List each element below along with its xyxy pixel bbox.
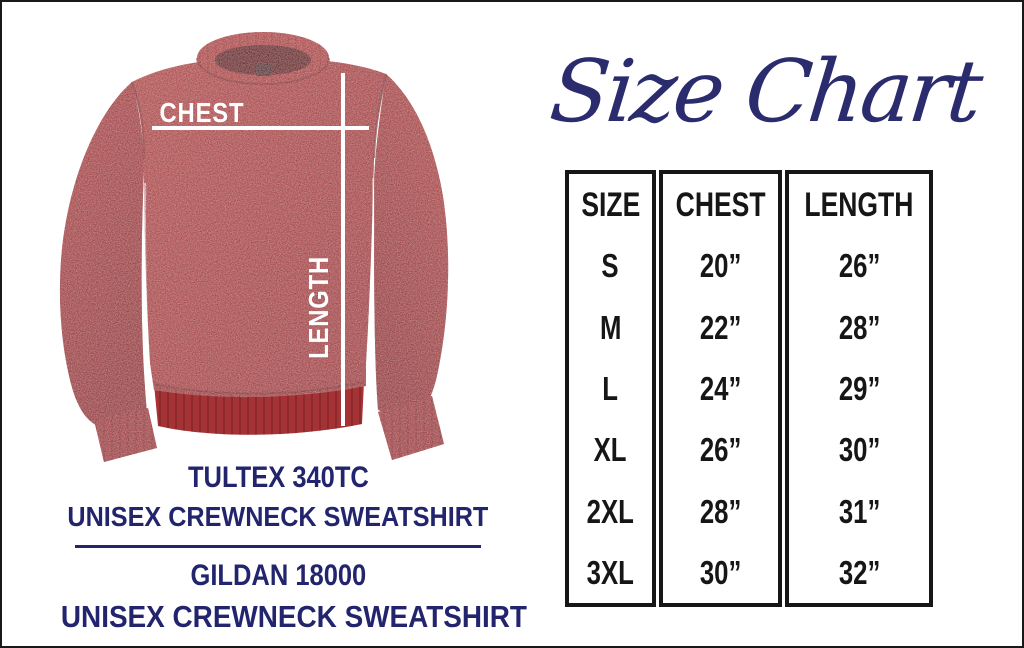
table-cell: 29” — [838, 369, 880, 407]
table-cell: 20” — [699, 247, 742, 285]
shirt-side-gap-right — [367, 177, 375, 377]
table-cell: S — [601, 247, 620, 285]
table-cell: 24” — [699, 369, 742, 407]
size-table-column-length: LENGTH 26” 28” 29” 30” 31” 32” — [785, 170, 933, 607]
table-cell: 31” — [838, 492, 880, 530]
table-cell: M — [599, 308, 622, 346]
sweatshirt-image — [59, 32, 449, 462]
table-cell: 26” — [699, 431, 742, 469]
table-cell: 3XL — [586, 553, 635, 591]
table-cell: 30” — [838, 431, 880, 469]
chest-measure-text: CHEST — [159, 97, 245, 128]
brand1-style: UNISEX CREWNECK SWEATSHIRT — [67, 501, 489, 532]
chest-measure-label: CHEST — [152, 99, 252, 127]
table-cell: 32” — [838, 553, 880, 591]
page-title: Size Chart — [545, 42, 985, 142]
table-cell: 28” — [838, 308, 880, 346]
table-cell: 28” — [699, 492, 742, 530]
size-table: SIZE S M L XL 2XL 3XL CHEST 20” 22” 24” … — [565, 170, 933, 607]
table-cell: XL — [594, 431, 627, 469]
length-measure-line — [341, 73, 345, 426]
size-table-column-size: SIZE S M L XL 2XL 3XL — [565, 170, 656, 607]
length-measure-text: LENGTH — [303, 255, 334, 359]
table-cell: 30” — [699, 553, 742, 591]
column-header-size: SIZE — [581, 185, 640, 224]
brand2-style: UNISEX CREWNECK SWEATSHIRT — [60, 599, 527, 634]
size-table-column-chest: CHEST 20” 22” 24” 26” 28” 30” — [658, 170, 783, 607]
column-header-length: LENGTH — [804, 185, 914, 224]
chest-measure-line — [152, 126, 369, 130]
table-cell: 2XL — [586, 492, 635, 530]
brand-divider-line — [75, 545, 481, 548]
heather-texture — [59, 32, 449, 462]
brand1-name: TULTEX 340TC — [187, 461, 369, 494]
column-header-chest: CHEST — [675, 185, 766, 224]
table-cell: L — [602, 369, 619, 407]
product-info-block: TULTEX 340TC UNISEX CREWNECK SWEATSHIRT … — [35, 461, 527, 634]
table-cell: 22” — [699, 308, 742, 346]
brand2-name: GILDAN 18000 — [190, 559, 366, 592]
table-cell: 26” — [838, 247, 880, 285]
length-measure-label: LENGTH — [303, 247, 334, 367]
